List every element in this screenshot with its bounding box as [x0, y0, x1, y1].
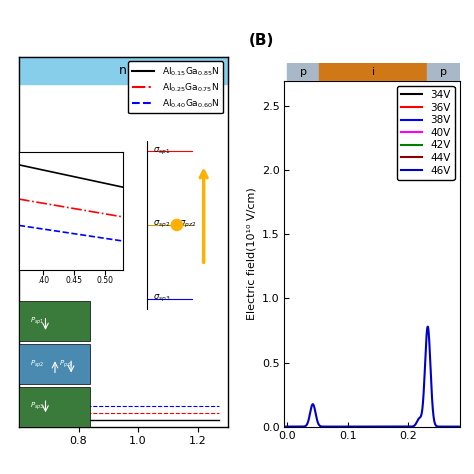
Text: $\sigma_{sp1}$: $\sigma_{sp1}$	[153, 146, 170, 156]
Text: (B): (B)	[249, 33, 274, 48]
Bar	[19, 344, 90, 384]
Text: $\sigma_{sp2}-\sigma_{pz2}$: $\sigma_{sp2}-\sigma_{pz2}$	[153, 219, 197, 230]
Bar	[19, 301, 90, 341]
Text: $\sigma_{sp3}$: $\sigma_{sp3}$	[153, 293, 171, 304]
Text: n: n	[119, 64, 127, 77]
Legend: 34V, 36V, 38V, 40V, 42V, 44V, 46V: 34V, 36V, 38V, 40V, 42V, 44V, 46V	[397, 86, 455, 180]
Text: p: p	[300, 66, 307, 77]
Bar	[287, 63, 319, 81]
Text: i: i	[372, 66, 375, 77]
Text: $P_{pz2}$: $P_{pz2}$	[59, 358, 73, 370]
Y-axis label: Electric field(10¹⁰ V/cm): Electric field(10¹⁰ V/cm)	[246, 187, 256, 320]
Bar	[319, 63, 427, 81]
Bar	[19, 387, 90, 427]
Text: +: +	[172, 220, 182, 230]
Text: p: p	[440, 66, 447, 77]
Legend: Al$_{0.15}$Ga$_{0.85}$N, Al$_{0.25}$Ga$_{0.75}$N, Al$_{0.40}$Ga$_{0.60}$N: Al$_{0.15}$Ga$_{0.85}$N, Al$_{0.25}$Ga$_…	[128, 62, 223, 113]
Bar	[19, 57, 228, 84]
Text: $P_{sp3}$: $P_{sp3}$	[30, 401, 45, 412]
Text: $P_{sp1}$: $P_{sp1}$	[30, 316, 45, 327]
Bar	[427, 63, 460, 81]
Text: $P_{sp2}$: $P_{sp2}$	[30, 358, 45, 370]
